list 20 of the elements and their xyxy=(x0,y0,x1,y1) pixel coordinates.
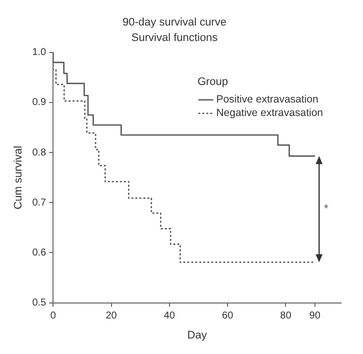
y-tick-label: 0.6 xyxy=(32,247,47,258)
x-tick-label: 60 xyxy=(222,310,234,322)
y-axis-title: Cum survival xyxy=(12,146,25,210)
y-tick-label: 0.5 xyxy=(32,298,47,309)
x-axis-title: Day xyxy=(187,329,208,342)
x-tick-label: 90 xyxy=(309,310,321,322)
chart-title: 90-day survival curve xyxy=(122,16,226,29)
x-tick-label: 20 xyxy=(106,310,118,322)
x-tick-label: 80 xyxy=(280,310,292,322)
annotation: * xyxy=(324,203,329,216)
y-tick-label: 0.8 xyxy=(32,147,47,158)
x-tick-label: 40 xyxy=(164,310,176,322)
chart-subtitle: Survival functions xyxy=(131,32,218,44)
y-tick-label: 0.9 xyxy=(32,97,47,108)
y-tick-label: 1.0 xyxy=(32,47,47,58)
legend-label: Positive extravasation xyxy=(216,94,318,106)
x-tick-label: 0 xyxy=(50,310,56,322)
legend-title: Group xyxy=(197,76,228,88)
y-tick-label: 0.7 xyxy=(32,197,47,208)
legend-label: Negative extravasation xyxy=(216,107,324,120)
